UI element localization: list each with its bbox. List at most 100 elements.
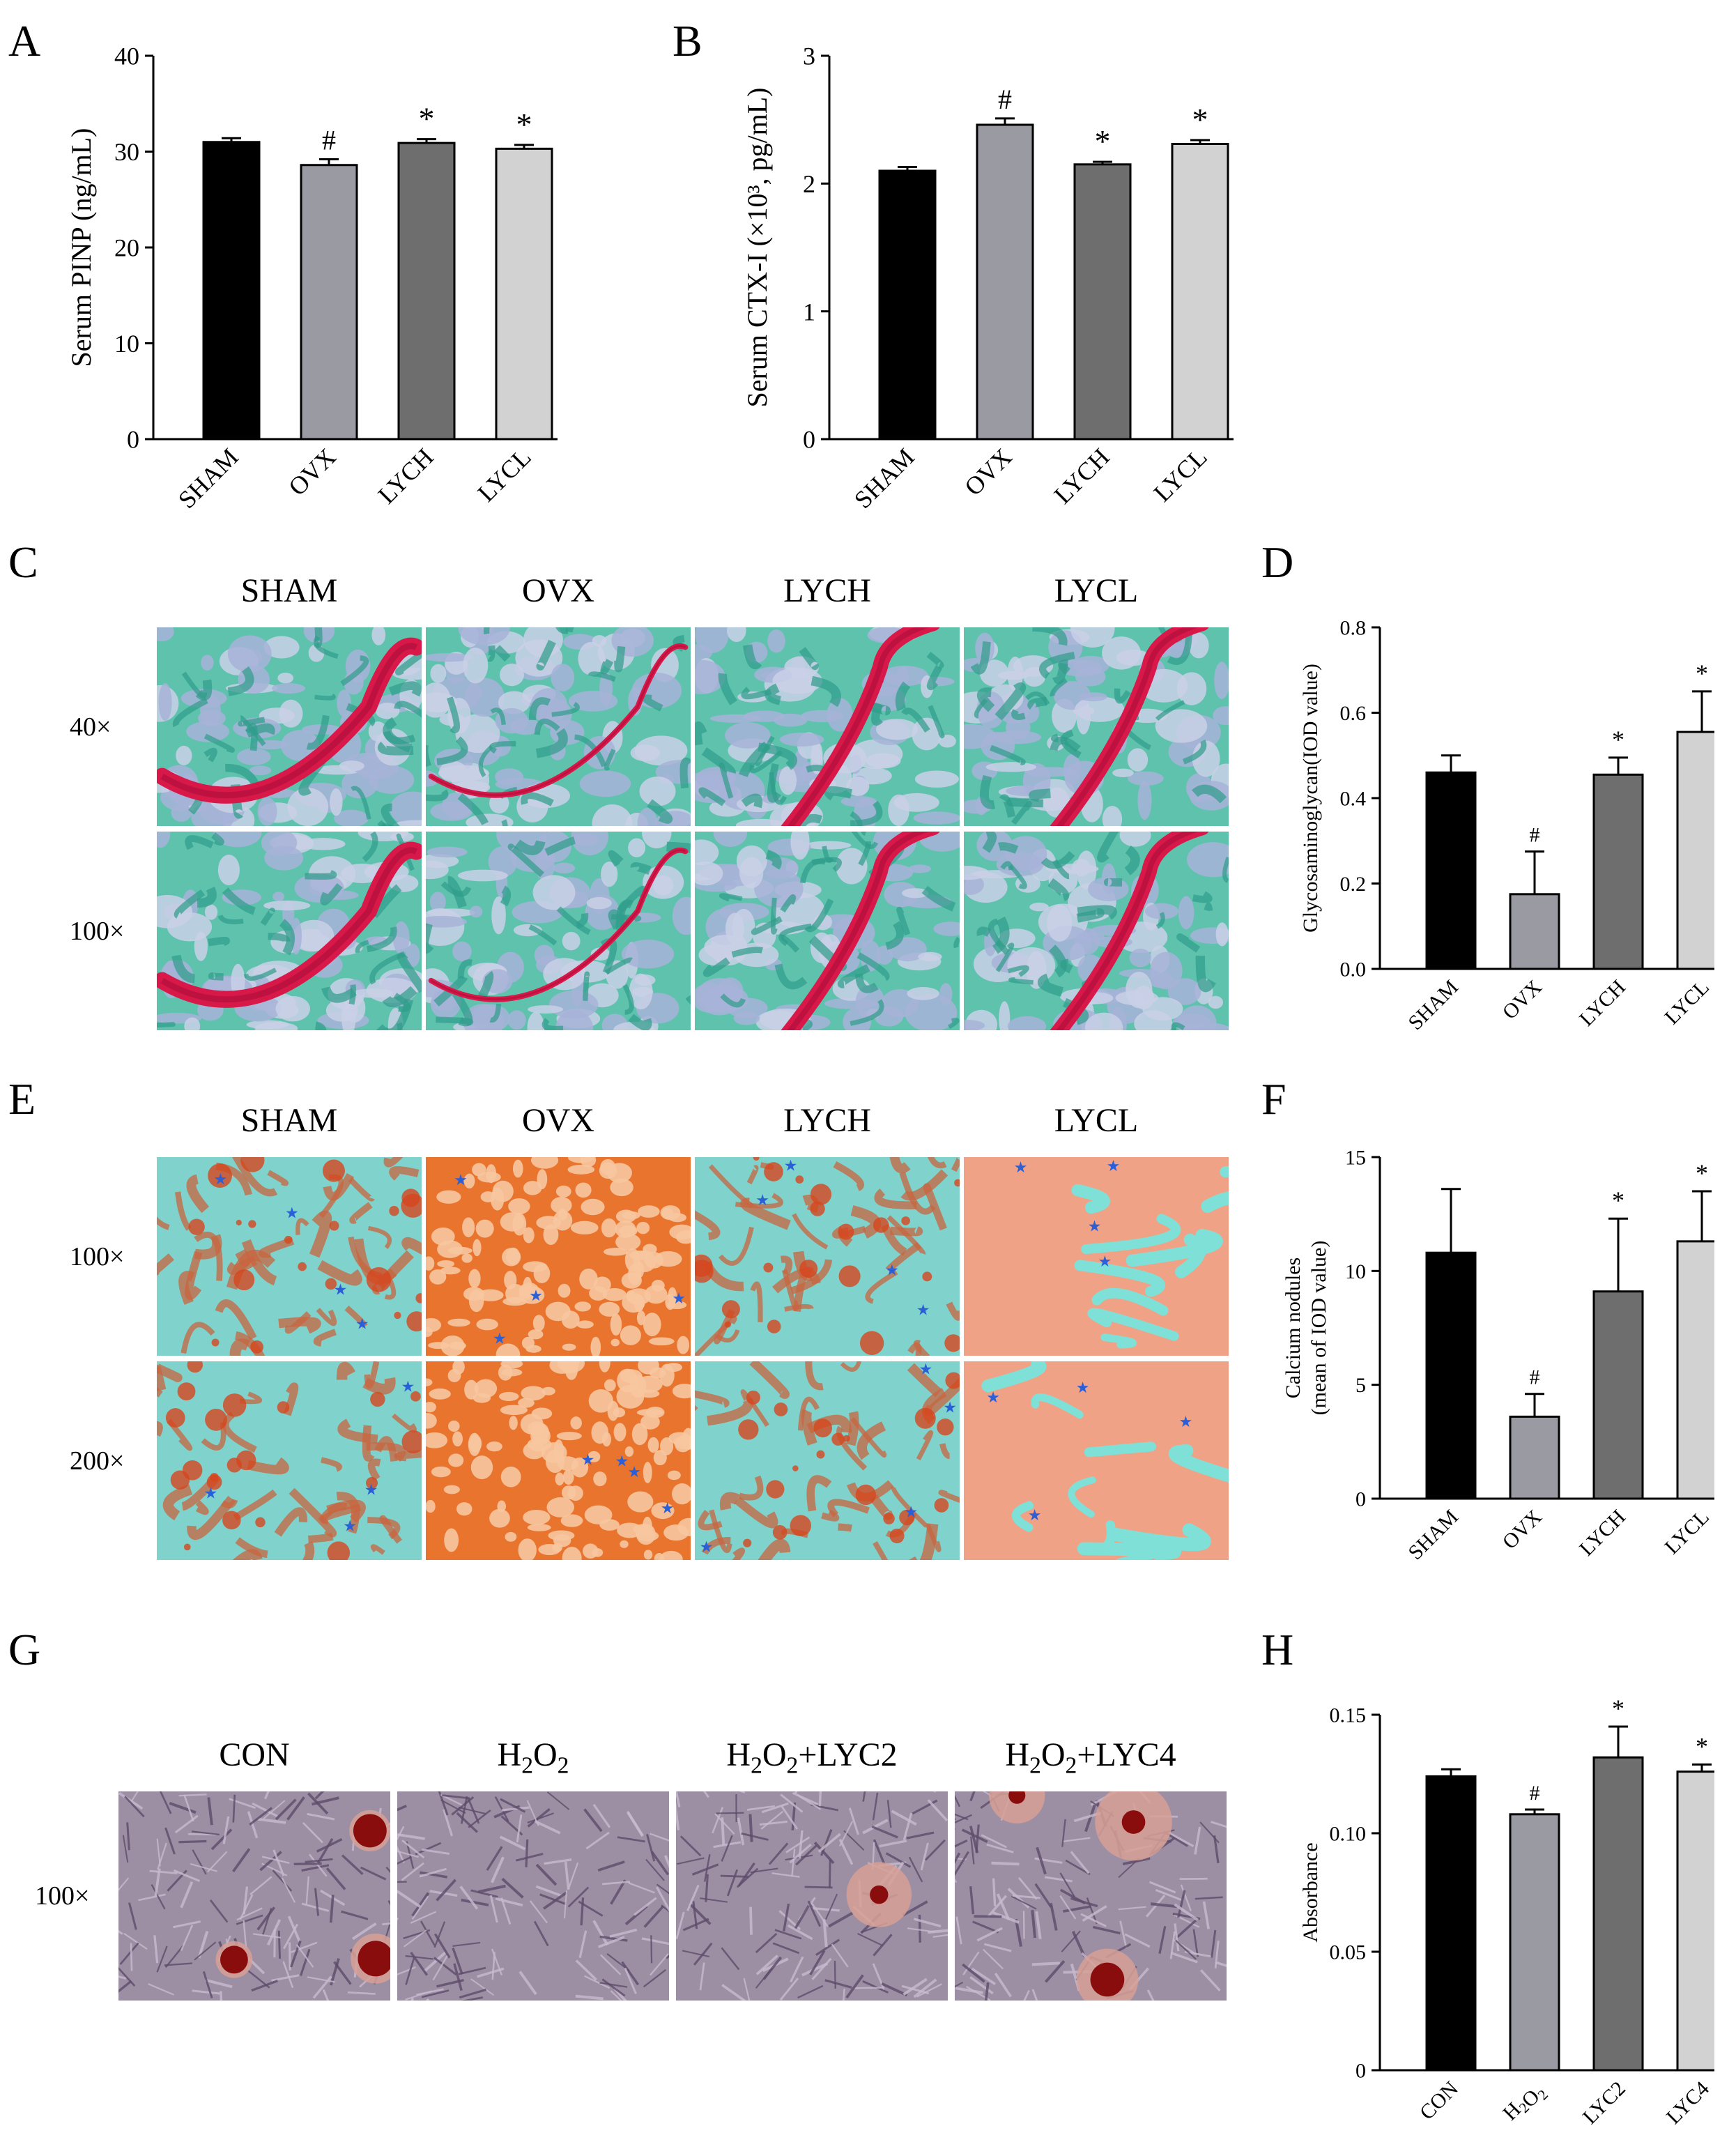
bar-lycl	[1676, 1240, 1728, 1500]
y-tick-label: 10	[1345, 1260, 1366, 1283]
svg-text:★: ★	[661, 1499, 675, 1517]
x-tick-label: LYCH	[1049, 443, 1115, 509]
svg-text:★: ★	[627, 1463, 641, 1481]
micrograph-ovx-100x: ★ ★ ★ ★	[426, 1157, 691, 1356]
panel-letter-f: F	[1261, 1074, 1286, 1124]
y-tick-label: 0	[1355, 1488, 1366, 1511]
y-axis-label: Serum PINP (ng/mL)	[66, 128, 97, 367]
column-label-con: CON	[219, 1736, 290, 1773]
svg-text:★: ★	[916, 1301, 930, 1318]
y-tick-label: 0	[127, 426, 139, 454]
chart-d-glycosaminoglycan: 0.0 0.2 0.4 0.6 0.8 Glycosaminoglycan(IOD val…	[1282, 606, 1736, 1046]
column-label-lych: LYCH	[783, 1102, 871, 1139]
column-label-lycl: LYCL	[1054, 1102, 1139, 1139]
column-label-h2o2-lyc2: H2O2+LYC2	[726, 1736, 898, 1779]
micrograph-grid-g: CON H2O2 H2O2+LYC2 H2O2+LYC4 100×	[0, 1736, 1254, 2028]
svg-text:★: ★	[334, 1280, 348, 1298]
x-tick-label: LYC2	[1578, 2077, 1630, 2129]
significance-star: *	[1612, 726, 1624, 754]
bar-lych	[1592, 1290, 1644, 1500]
svg-text:★: ★	[1076, 1379, 1090, 1396]
y-tick-label: 30	[114, 138, 139, 166]
svg-text:★: ★	[355, 1315, 369, 1332]
chart-svg-b: 0 1 2 3 Serum CTX-I (×10³, pg/mL) SHAM # OVX * LY…	[742, 43, 1263, 514]
bar-h2o2	[1509, 1813, 1560, 2072]
x-tick-label: OVX	[1498, 975, 1547, 1024]
chart-svg-d: 0.0 0.2 0.4 0.6 0.8 Glycosaminoglycan(IOD val…	[1299, 617, 1736, 1035]
significance-star: *	[1696, 1732, 1708, 1760]
micrograph-ovx-200x: ★ ★ ★ ★	[426, 1361, 691, 1560]
y-tick-label: 0.05	[1330, 1941, 1367, 1964]
svg-text:★: ★	[1014, 1158, 1028, 1176]
svg-text:★: ★	[364, 1481, 378, 1499]
row-label-magnification: 200×	[70, 1446, 125, 1476]
svg-text:★: ★	[1088, 1217, 1102, 1234]
bar-sham	[1425, 1251, 1477, 1500]
x-tick-label: LYCH	[1575, 976, 1630, 1031]
column-label-ovx: OVX	[522, 1102, 594, 1139]
bar-sham	[878, 169, 937, 441]
x-tick-label: SHAM	[173, 443, 244, 514]
micrograph-ovx-100x	[426, 832, 691, 1030]
panel-letter-c: C	[8, 537, 38, 587]
row-label-magnification: 40×	[70, 712, 112, 742]
micrograph-h2o2-lyc4-100x	[955, 1791, 1227, 2001]
bar-lyc4	[1676, 1771, 1728, 2072]
y-tick-label: 0.6	[1340, 702, 1367, 725]
svg-text:★: ★	[493, 1330, 507, 1347]
svg-text:★: ★	[1107, 1157, 1121, 1175]
bar-lycl	[1171, 143, 1229, 441]
svg-text:★: ★	[213, 1170, 227, 1188]
micrograph-con-100x	[118, 1791, 390, 2001]
panel-letter-e: E	[8, 1074, 36, 1124]
column-label-sham: SHAM	[240, 572, 338, 609]
panel-letter-d: D	[1261, 537, 1294, 587]
micrograph-sham-200x: ★ ★ ★ ★	[157, 1361, 422, 1560]
micrograph-ovx-40x	[426, 627, 691, 826]
panel-letter-a: A	[8, 16, 41, 66]
svg-text:★: ★	[885, 1261, 899, 1278]
chart-svg-a: 0 10 20 30 40 Serum PINP (ng/mL) SHAM # OVX * LYCH…	[66, 43, 587, 514]
y-tick-label: 15	[1345, 1147, 1366, 1170]
bar-lyc2	[1592, 1756, 1644, 2072]
micrograph-lycl-100x: ★ ★ ★ ★	[964, 1157, 1229, 1356]
row-label-magnification: 100×	[70, 916, 125, 946]
y-tick-label: 0.2	[1340, 873, 1367, 896]
bar-lych	[1592, 773, 1644, 970]
svg-text:★: ★	[343, 1517, 357, 1534]
chart-f-calcium-nodules: 0 5 10 15 Calcium nodules (mean of IOD value)…	[1282, 1136, 1736, 1582]
y-tick-label: 20	[114, 234, 139, 262]
micrograph-sham-100x	[157, 832, 422, 1030]
bar-sham	[1425, 771, 1477, 970]
x-tick-label: LYCL	[1660, 976, 1714, 1030]
bar-lycl	[1676, 731, 1728, 970]
bar-ovx	[1509, 893, 1560, 970]
micrograph-h2o2-100x	[397, 1791, 669, 2001]
svg-text:★: ★	[700, 1538, 714, 1555]
significance-star: *	[1095, 123, 1111, 159]
svg-text:★: ★	[1028, 1506, 1042, 1524]
svg-text:★: ★	[1179, 1413, 1193, 1430]
y-axis-label: Calcium nodules	[1282, 1257, 1305, 1398]
y-tick-label: 0.10	[1330, 1823, 1367, 1846]
svg-text:★: ★	[401, 1377, 415, 1395]
svg-text:★: ★	[529, 1287, 543, 1304]
panel-letter-g: G	[8, 1625, 41, 1674]
significance-star: *	[1612, 1695, 1624, 1722]
bar-sham	[202, 141, 261, 441]
column-label-h2o2-lyc4: H2O2+LYC4	[1005, 1736, 1176, 1779]
significance-star: *	[1696, 1159, 1708, 1187]
x-tick-label: SHAM	[1404, 976, 1463, 1035]
svg-text:★: ★	[784, 1157, 798, 1174]
column-label-h2o2: H2O2	[497, 1736, 569, 1779]
x-tick-label: OVX	[959, 443, 1017, 500]
x-tick-label: LYCH	[1575, 1506, 1630, 1561]
significance-hash: #	[1530, 824, 1540, 847]
significance-hash: #	[998, 84, 1012, 115]
y-tick-label: 10	[114, 330, 139, 358]
y-axis-label: Glycosaminoglycan(IOD value)	[1299, 664, 1322, 933]
significance-star: *	[1612, 1186, 1624, 1214]
svg-text:★: ★	[919, 1361, 932, 1377]
bar-ovx	[1509, 1415, 1560, 1500]
significance-hash: #	[322, 125, 336, 156]
